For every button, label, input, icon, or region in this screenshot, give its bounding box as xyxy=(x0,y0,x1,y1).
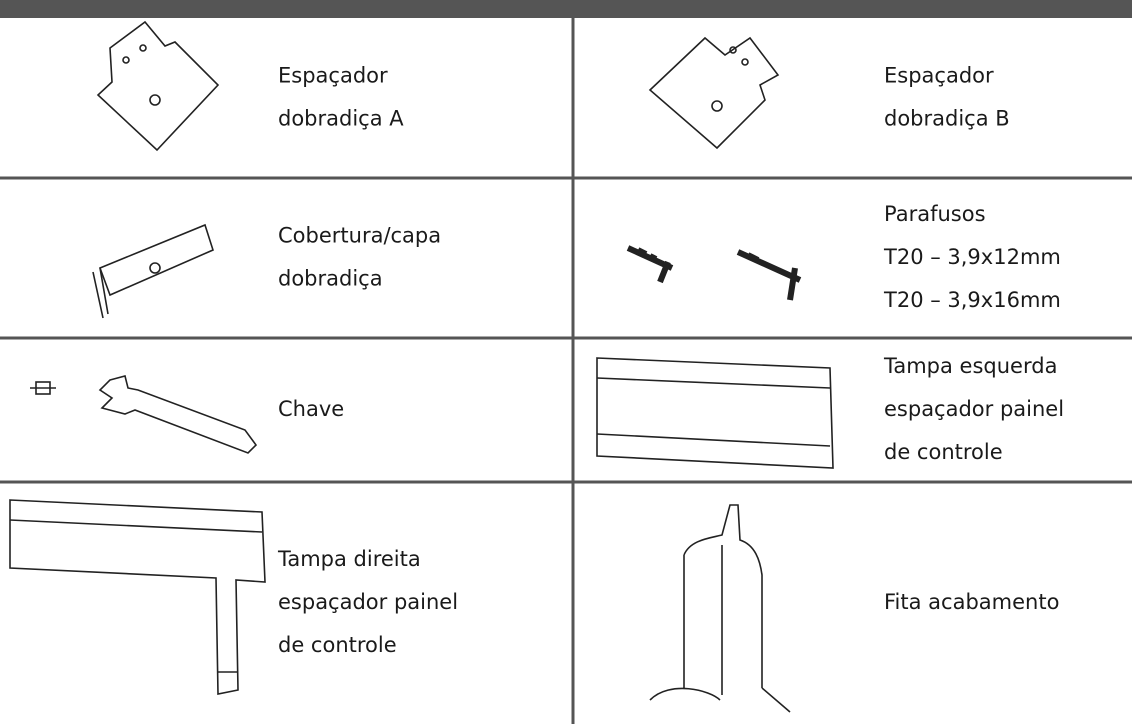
part-label: Parafusos xyxy=(884,202,986,226)
part-label: dobradiça B xyxy=(884,107,1010,131)
part-label: dobradiça A xyxy=(278,107,404,131)
spacer-a-icon xyxy=(96,20,220,152)
part-label: Tampa direita xyxy=(277,547,421,571)
finishing-tape-icon xyxy=(649,504,791,713)
left-cover-icon xyxy=(596,357,834,469)
part-label: de controle xyxy=(278,633,397,657)
part-label: T20 – 3,9x12mm xyxy=(883,245,1061,269)
header-bar xyxy=(0,0,1132,18)
part-label: T20 – 3,9x16mm xyxy=(883,288,1061,312)
spacer-b-icon xyxy=(648,36,780,150)
part-label: dobradiça xyxy=(278,267,383,291)
part-label: Fita acabamento xyxy=(884,590,1059,614)
hinge-cover-icon xyxy=(92,223,214,319)
screws-icon xyxy=(626,245,802,301)
part-label: Espaçador xyxy=(278,64,388,88)
part-label: Tampa esquerda xyxy=(883,354,1057,378)
part-label: Cobertura/capa xyxy=(278,224,441,248)
right-cover-icon xyxy=(9,499,266,695)
part-label: espaçador painel xyxy=(884,397,1064,421)
part-label: Chave xyxy=(278,397,344,421)
part-label: espaçador painel xyxy=(278,590,458,614)
wrench-icon xyxy=(30,375,258,454)
part-label: Espaçador xyxy=(884,64,994,88)
part-label: de controle xyxy=(884,440,1003,464)
